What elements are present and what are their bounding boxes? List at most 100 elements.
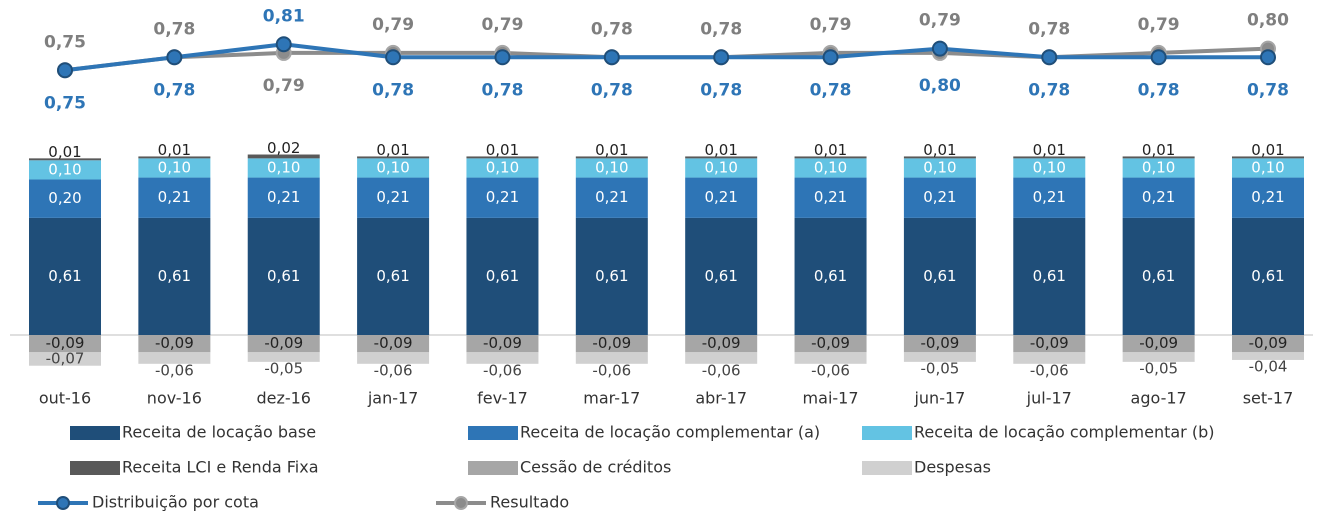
bar-value-label: 0,10 (814, 158, 847, 176)
line-value-label: 0,78 (591, 19, 633, 39)
x-tick-label: ago-17 (1131, 389, 1187, 408)
bar-segment (794, 352, 867, 364)
bar-value-label: 0,10 (376, 158, 409, 176)
bar-value-label: 0,21 (1142, 188, 1175, 206)
bar-segment (903, 156, 976, 159)
x-tick-label: out-16 (39, 389, 91, 408)
bar-segment (1232, 335, 1304, 353)
bar-value-label: -0,06 (811, 361, 850, 379)
bar-segment (685, 156, 758, 159)
bar-segment (1122, 352, 1195, 362)
line-value-label: 0,78 (591, 80, 633, 100)
line-marker (603, 49, 620, 66)
bar-segment (1122, 217, 1195, 335)
legend-swatch (70, 461, 120, 475)
x-tick-label: mar-17 (583, 389, 640, 408)
bar-segment (1232, 177, 1304, 218)
bar-value-label: 0,21 (158, 188, 191, 206)
bar-segment (685, 217, 758, 335)
bar-segment (138, 158, 211, 178)
bar-value-label: -0,09 (702, 334, 741, 352)
legend-label: Receita de locação base (122, 423, 316, 442)
bar-segment (794, 217, 867, 335)
legend-label: Cessão de créditos (520, 458, 671, 477)
bar-segment (466, 335, 539, 353)
bar-segment (575, 335, 648, 353)
bar-segment (138, 352, 211, 364)
legend-label: Receita de locação complementar (b) (914, 423, 1214, 442)
bar-value-label: 0,21 (267, 188, 300, 206)
line-value-label: 0,78 (153, 19, 195, 39)
bar-value-label: 0,20 (48, 189, 81, 207)
bar-value-label: 0,10 (1251, 158, 1284, 176)
bar-segment (357, 217, 430, 335)
line-value-label: 0,78 (700, 19, 742, 39)
bar-value-label: -0,09 (264, 334, 303, 352)
bar-value-label: 0,61 (267, 267, 300, 285)
line-value-label: 0,80 (1247, 11, 1289, 31)
bar-segment (575, 158, 648, 178)
bar-value-label: 0,01 (486, 141, 519, 159)
line-marker (57, 62, 73, 79)
bar-segment (794, 158, 867, 178)
x-tick-label: fev-17 (477, 389, 528, 408)
line-value-label: 0,79 (372, 15, 414, 35)
bar-segment (1013, 335, 1086, 353)
bar-segment (466, 156, 539, 159)
bar-segment (794, 156, 867, 159)
bar-segment (466, 217, 539, 335)
bar-value-label: 0,10 (267, 158, 300, 176)
bar-segment (247, 158, 320, 178)
line-value-label: 0,78 (481, 80, 523, 100)
legend-label: Receita de locação complementar (a) (520, 423, 820, 442)
bar-value-label: -0,09 (1139, 334, 1178, 352)
bar-segment (247, 352, 320, 362)
bar-segment (357, 158, 430, 178)
bar-segment (466, 158, 539, 178)
bar-value-label: -0,06 (702, 361, 741, 379)
legend-swatch (468, 461, 518, 475)
line-value-label: 0,78 (1138, 80, 1180, 100)
bar-value-label: 0,01 (595, 141, 628, 159)
bar-value-label: 0,01 (376, 141, 409, 159)
bar-value-label: 0,61 (486, 267, 519, 285)
bar-segment (357, 352, 430, 364)
line-marker (931, 40, 948, 57)
bar-segment (1232, 158, 1304, 178)
line-value-label: 0,81 (263, 6, 305, 26)
bar-value-label: 0,21 (486, 188, 519, 206)
line-marker (713, 49, 730, 66)
bar-segment (357, 335, 430, 353)
bar-segment (466, 352, 539, 364)
bar-segment (794, 177, 867, 218)
bar-value-label: 0,21 (1033, 188, 1066, 206)
bar-segment (138, 177, 211, 218)
bar-segment (29, 352, 101, 366)
bar-value-label: 0,61 (48, 267, 81, 285)
bar-value-label: -0,09 (592, 334, 631, 352)
x-tick-label: mai-17 (803, 389, 859, 408)
bar-value-label: -0,09 (1030, 334, 1069, 352)
line-marker (385, 49, 402, 66)
bar-value-label: 0,10 (704, 158, 737, 176)
bar-value-label: -0,09 (374, 334, 413, 352)
bar-value-label: 0,01 (814, 141, 847, 159)
line-value-label: 0,75 (44, 32, 86, 52)
bar-value-label: 0,10 (1033, 158, 1066, 176)
bar-segment (1013, 177, 1086, 218)
bar-value-label: -0,06 (155, 361, 194, 379)
bar-segment (1232, 217, 1304, 335)
bar-segment (903, 335, 976, 353)
bar-value-label: -0,06 (374, 361, 413, 379)
x-tick-label: set-17 (1243, 389, 1294, 408)
bar-value-label: -0,09 (811, 334, 850, 352)
bar-value-label: 0,21 (595, 188, 628, 206)
bar-value-label: -0,09 (483, 334, 522, 352)
bar-segment (247, 177, 320, 218)
bar-segment (1013, 352, 1086, 364)
legend-swatch (862, 426, 912, 440)
bar-value-label: -0,05 (1139, 359, 1178, 377)
bar-segment (1013, 156, 1086, 159)
bar-segment (903, 217, 976, 335)
